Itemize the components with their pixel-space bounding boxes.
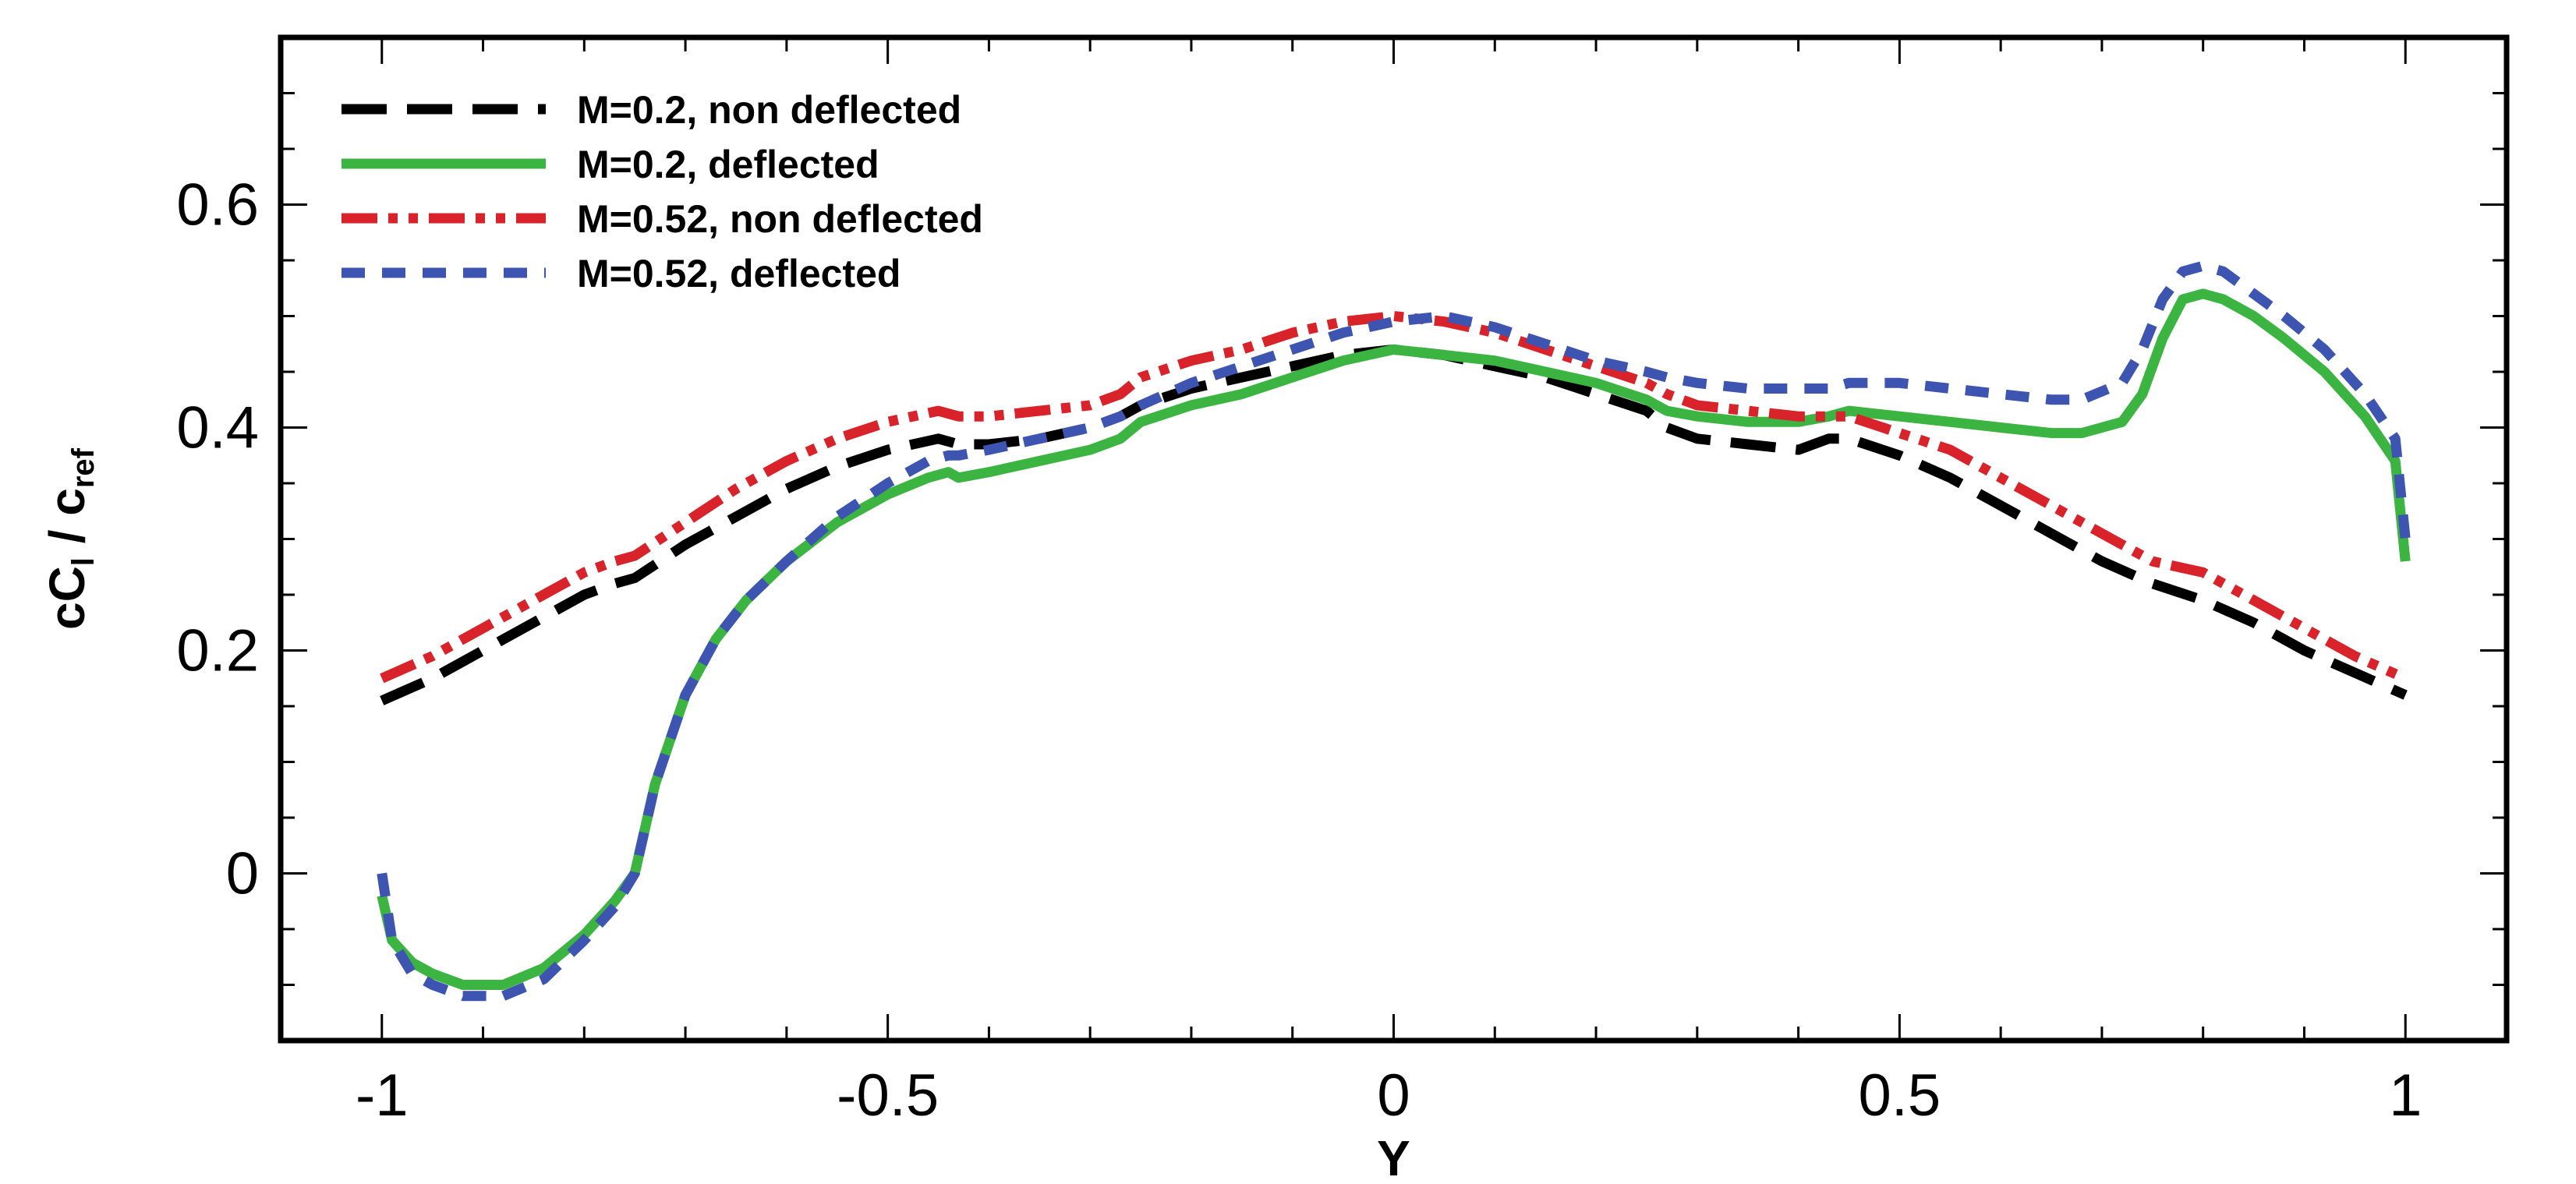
y-tick-label: 0.2 [176, 618, 259, 684]
plot-frame [278, 34, 2510, 1044]
y-axis-title-sep: / c [39, 488, 95, 557]
legend: M=0.2, non deflected M=0.2, deflected M=0.… [341, 88, 983, 295]
legend-label-4: M=0.52, deflected [577, 252, 901, 295]
y-axis-title: cCl / cref [39, 447, 101, 630]
legend-label-1: M=0.2, non deflected [577, 88, 961, 132]
legend-label-2: M=0.2, deflected [577, 143, 879, 186]
y-tick-label: 0 [226, 841, 259, 907]
y-tick-label: 0.4 [176, 395, 259, 461]
x-tick-label: 1 [2389, 1062, 2422, 1129]
y-tick-label: 0.6 [176, 172, 259, 239]
x-tick-label: 0 [1377, 1062, 1410, 1129]
x-axis-title: Y [1377, 1130, 1410, 1184]
y-axis-title-sub1: l [66, 557, 101, 566]
series-line-1 [380, 344, 2408, 705]
x-tick-label: -1 [356, 1062, 409, 1129]
series-line-2 [377, 288, 2411, 990]
y-axis-title-main: cC [39, 566, 95, 630]
series-line-4 [377, 260, 2411, 1002]
x-tick-label: -0.5 [837, 1062, 939, 1129]
legend-label-3: M=0.52, non deflected [577, 197, 983, 241]
y-axis-title-sub2: ref [66, 447, 101, 488]
plot-marks [377, 260, 2411, 1002]
axis-ticks: -1 -0.5 0 0.5 1 0 0.2 0.4 0.6 [176, 36, 2508, 1129]
series-line-3 [380, 311, 2408, 684]
x-tick-label: 0.5 [1859, 1062, 1941, 1129]
